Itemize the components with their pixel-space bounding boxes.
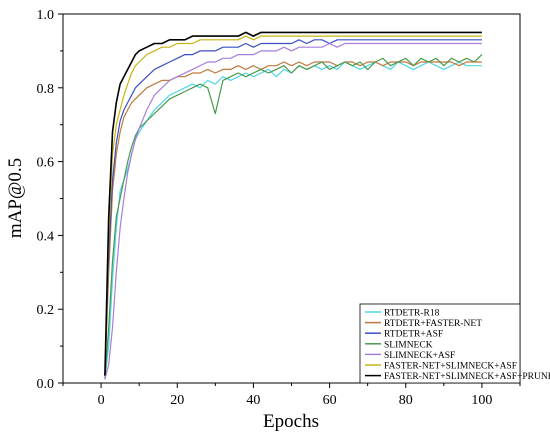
y-axis-title: mAP@0.5 — [5, 158, 26, 238]
y-tick-label: 0.4 — [37, 229, 55, 244]
legend-label-3: RTDETR+ASF — [384, 330, 443, 340]
y-tick-label: 0.8 — [37, 82, 55, 97]
series-line-1 — [104, 61, 482, 380]
series-line-5 — [104, 42, 482, 380]
x-tick-label: 20 — [170, 393, 184, 408]
x-tick-label: 0 — [98, 393, 105, 408]
legend-box — [359, 303, 521, 384]
series-line-3 — [104, 39, 482, 376]
y-tick-label: 0.2 — [37, 303, 55, 318]
y-tick-label: 0.6 — [37, 156, 55, 171]
x-tick-label: 40 — [246, 393, 260, 408]
x-axis-title: Epochs — [263, 411, 319, 432]
y-tick-label: 0.0 — [37, 377, 55, 392]
y-tick-label: 1.0 — [37, 8, 55, 23]
series-layer — [104, 31, 483, 380]
x-tick-label: 80 — [399, 393, 413, 408]
legend-items: RTDETR-R18RTDETR+FASTER-NETRTDETR+ASFSLI… — [365, 309, 550, 382]
x-axis: 0 20 40 60 80 100 — [62, 383, 521, 408]
y-axis: 0.0 0.2 0.4 0.6 0.8 1.0 — [37, 8, 63, 392]
legend-label-4: SLIMNECK — [384, 340, 433, 350]
legend-label-6: FASTER-NET+SLIMNECK+ASF — [384, 362, 517, 372]
series-line-6 — [104, 35, 482, 376]
legend: RTDETR-R18RTDETR+FASTER-NETRTDETR+ASFSLI… — [359, 303, 550, 384]
legend-label-7: FASTER-NET+SLIMNECK+ASF+PRUNE — [384, 372, 550, 382]
x-tick-label: 60 — [323, 393, 337, 408]
legend-label-2: RTDETR+FASTER-NET — [384, 319, 482, 329]
legend-label-5: SLIMNECK+ASF — [384, 351, 455, 361]
x-tick-label: 100 — [471, 393, 492, 408]
legend-label-1: RTDETR-R18 — [384, 309, 440, 319]
series-line-7 — [104, 31, 482, 376]
